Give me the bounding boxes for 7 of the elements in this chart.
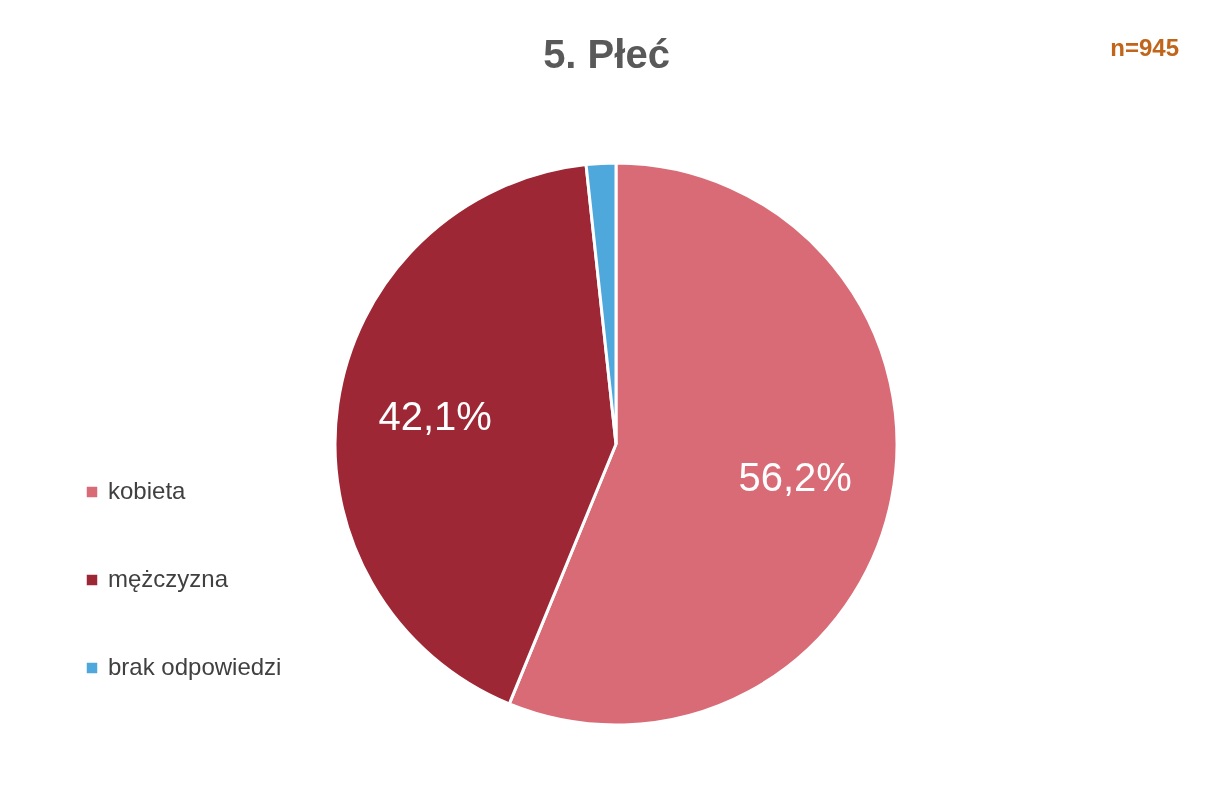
chart-title: 5. Płeć [543,32,670,76]
data-label: 42,1% [378,394,492,439]
text: n=945 [1110,34,1179,62]
legend-label: mężczyzna [108,565,229,592]
data-label: 56,2% [738,455,852,500]
legend-label: brak odpowiedzi [108,653,282,680]
legend-label: kobieta [108,477,187,504]
